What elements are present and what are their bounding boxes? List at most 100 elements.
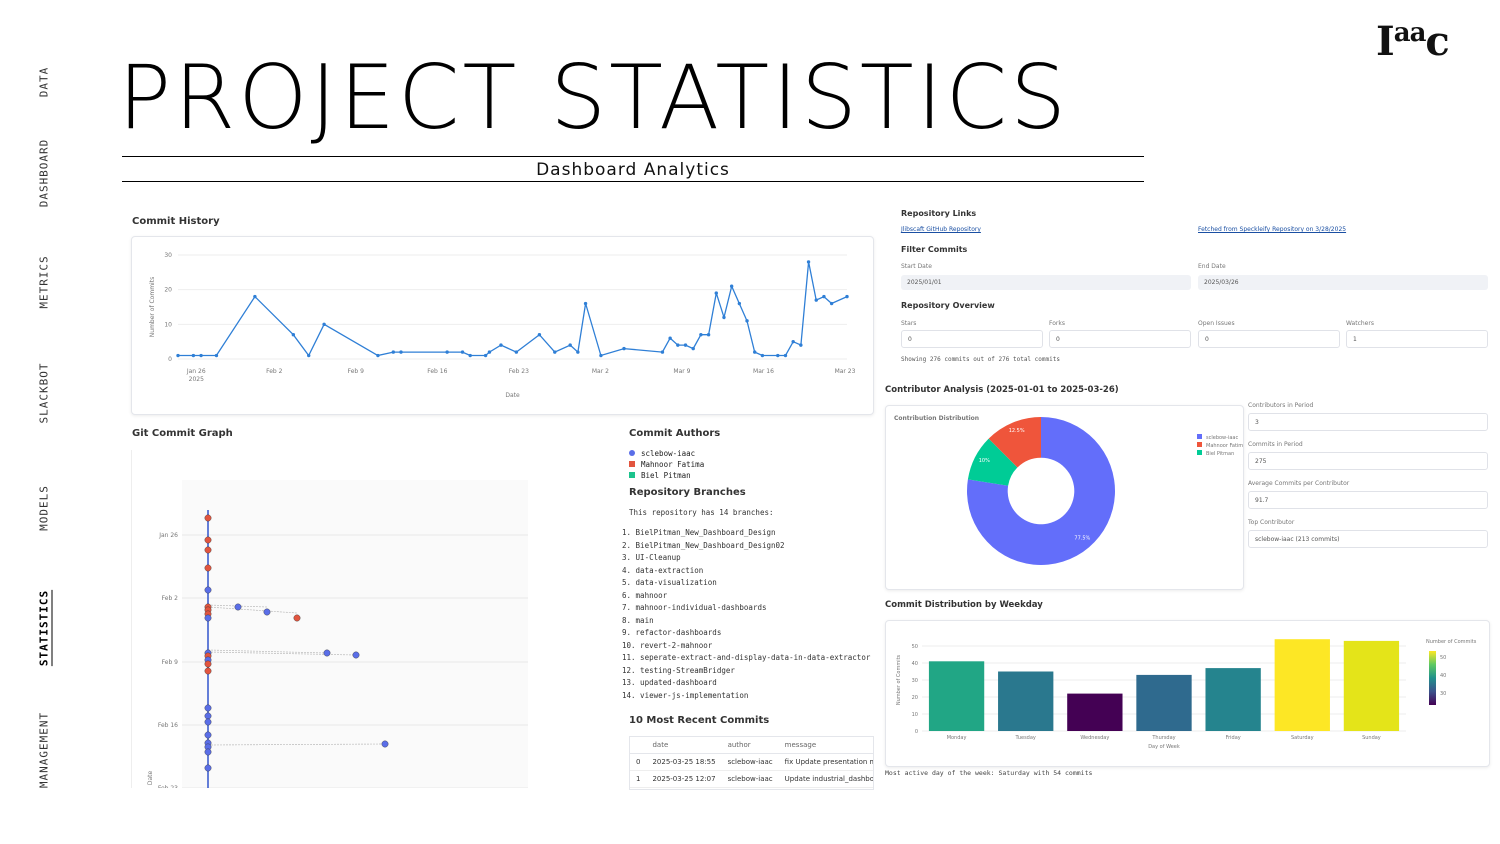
branch-item: 3. UI-Cleanup bbox=[622, 553, 681, 562]
x-tick-label: Sunday bbox=[1362, 735, 1381, 741]
colorbar-tick: 40 bbox=[1440, 673, 1446, 679]
y-tick-label: 20 bbox=[164, 287, 172, 294]
x-tick-label: Mar 2 bbox=[592, 368, 609, 375]
commit-history-title: Commit History bbox=[132, 216, 220, 227]
x-tick-label: Jan 26 bbox=[186, 368, 206, 375]
weekday-bar bbox=[1205, 668, 1261, 731]
donut-slice bbox=[967, 438, 1018, 486]
donut-slice bbox=[967, 417, 1115, 565]
graph-plot-area bbox=[182, 480, 528, 788]
nav-item-data[interactable]: DATA bbox=[37, 66, 51, 98]
commit-node bbox=[204, 614, 212, 622]
y-tick-label: Feb 2 bbox=[162, 595, 179, 602]
nav-item-dashboard[interactable]: DASHBOARD bbox=[37, 138, 51, 208]
commit-node bbox=[381, 740, 389, 748]
data-point bbox=[676, 343, 680, 347]
end-date-label: End Date bbox=[1198, 263, 1226, 270]
branch-item: 12. testing-StreamBridger bbox=[622, 665, 735, 675]
colorbar bbox=[1429, 651, 1436, 705]
x-tick-label: Friday bbox=[1226, 735, 1241, 741]
repo-link-github[interactable]: Jlibscaft GitHub Repository bbox=[901, 226, 981, 233]
nav-item-slackbot[interactable]: SLACKBOT bbox=[37, 362, 51, 424]
x-tick-label: Feb 16 bbox=[427, 368, 447, 375]
legend-label: sclebow-iaac bbox=[1206, 435, 1238, 441]
git-graph-title: Git Commit Graph bbox=[132, 428, 233, 439]
weekday-title: Commit Distribution by Weekday bbox=[885, 600, 1043, 610]
y-tick-label: 30 bbox=[164, 252, 172, 259]
data-point bbox=[745, 319, 749, 323]
commit-node bbox=[204, 704, 212, 712]
commit-node bbox=[204, 514, 212, 522]
data-point bbox=[760, 353, 765, 358]
stat-label: Contributors in Period bbox=[1248, 402, 1314, 409]
commit-node bbox=[204, 731, 212, 739]
data-point bbox=[622, 346, 626, 351]
table-row[interactable]: 1 2025-03-25 12:07 sclebow-iaac Update i… bbox=[630, 770, 873, 788]
row-index: 1 bbox=[630, 770, 647, 788]
end-date-input[interactable]: 2025/03/26 bbox=[1198, 275, 1488, 290]
data-point bbox=[714, 291, 718, 295]
x-tick-label: Mar 23 bbox=[835, 368, 856, 375]
x-tick-label: Mar 9 bbox=[673, 368, 690, 375]
side-nav: DATA DASHBOARD METRICS SLACKBOT MODELS S… bbox=[0, 0, 90, 844]
weekday-bar bbox=[1067, 693, 1123, 731]
nav-item-metrics[interactable]: METRICS bbox=[37, 255, 51, 309]
data-point bbox=[199, 353, 203, 358]
branch-item: 10. revert-2-mahnoor bbox=[622, 640, 713, 650]
column-header[interactable]: author bbox=[721, 737, 779, 754]
data-point bbox=[514, 350, 519, 354]
data-point bbox=[753, 350, 757, 354]
data-point bbox=[553, 350, 557, 354]
data-point bbox=[568, 343, 572, 347]
iaac-logo: Iaac bbox=[1376, 18, 1450, 65]
data-point bbox=[699, 333, 703, 337]
data-point bbox=[214, 353, 219, 358]
y-axis-label: Number of Commits bbox=[149, 277, 156, 337]
data-point bbox=[660, 350, 665, 354]
data-point bbox=[399, 350, 403, 354]
y-tick-label: 10 bbox=[912, 712, 918, 718]
commit-node bbox=[293, 614, 301, 622]
branch-item: 4. data-extraction bbox=[622, 565, 704, 575]
table-row[interactable]: 0 2025-03-25 18:55 sclebow-iaac fix Upda… bbox=[630, 753, 873, 771]
nav-item-statistics[interactable]: STATISTICS bbox=[37, 589, 51, 667]
commit-history-card: 0 10 20 30 Jan 26 2025 Feb 2 Feb 9 Feb 16 Feb 23 M… bbox=[131, 236, 874, 415]
data-point bbox=[176, 353, 180, 358]
metric-label-watchers: Watchers bbox=[1346, 320, 1374, 327]
commit-node bbox=[204, 718, 212, 726]
author-name: Biel Pitman bbox=[641, 471, 691, 480]
y-tick-label: Feb 16 bbox=[158, 722, 178, 729]
legend-swatch bbox=[1197, 434, 1202, 439]
start-date-label: Start Date bbox=[901, 263, 932, 270]
data-point bbox=[776, 353, 780, 358]
commit-node bbox=[204, 536, 212, 544]
data-point bbox=[487, 350, 492, 354]
metric-label-stars: Stars bbox=[901, 320, 917, 327]
branches-intro: This repository has 14 branches: bbox=[629, 508, 774, 517]
weekday-bar bbox=[1136, 674, 1192, 731]
author-dot bbox=[629, 472, 635, 478]
donut-slice bbox=[988, 417, 1041, 468]
nav-item-models[interactable]: MODELS bbox=[37, 485, 51, 531]
column-header[interactable]: date bbox=[646, 737, 722, 754]
repo-link-fetched[interactable]: Fetched from Speckleify Repository on 3/… bbox=[1198, 226, 1347, 233]
data-point bbox=[799, 343, 803, 347]
y-axis-label: Number of Commits bbox=[896, 654, 902, 705]
y-tick-label: Jan 26 bbox=[158, 532, 178, 539]
data-point bbox=[391, 350, 396, 354]
author-name: sclebow-iaac bbox=[641, 449, 696, 458]
x-tick-label: Tuesday bbox=[1015, 735, 1036, 741]
data-point bbox=[583, 301, 588, 306]
commit-node bbox=[352, 651, 360, 659]
data-point bbox=[307, 353, 311, 358]
column-header[interactable]: message bbox=[778, 737, 873, 754]
recent-commits-title: 10 Most Recent Commits bbox=[629, 715, 770, 726]
author-dot bbox=[629, 461, 635, 467]
nav-item-management[interactable]: MANAGEMENT bbox=[37, 711, 51, 789]
commit-node bbox=[204, 748, 212, 756]
data-point bbox=[829, 301, 834, 306]
recent-commits-table: date author message 0 2025-03-25 18:55 s… bbox=[630, 737, 873, 788]
column-header[interactable] bbox=[630, 737, 647, 754]
stat-value: 3 bbox=[1248, 413, 1488, 431]
start-date-input[interactable]: 2025/01/01 bbox=[901, 275, 1191, 290]
